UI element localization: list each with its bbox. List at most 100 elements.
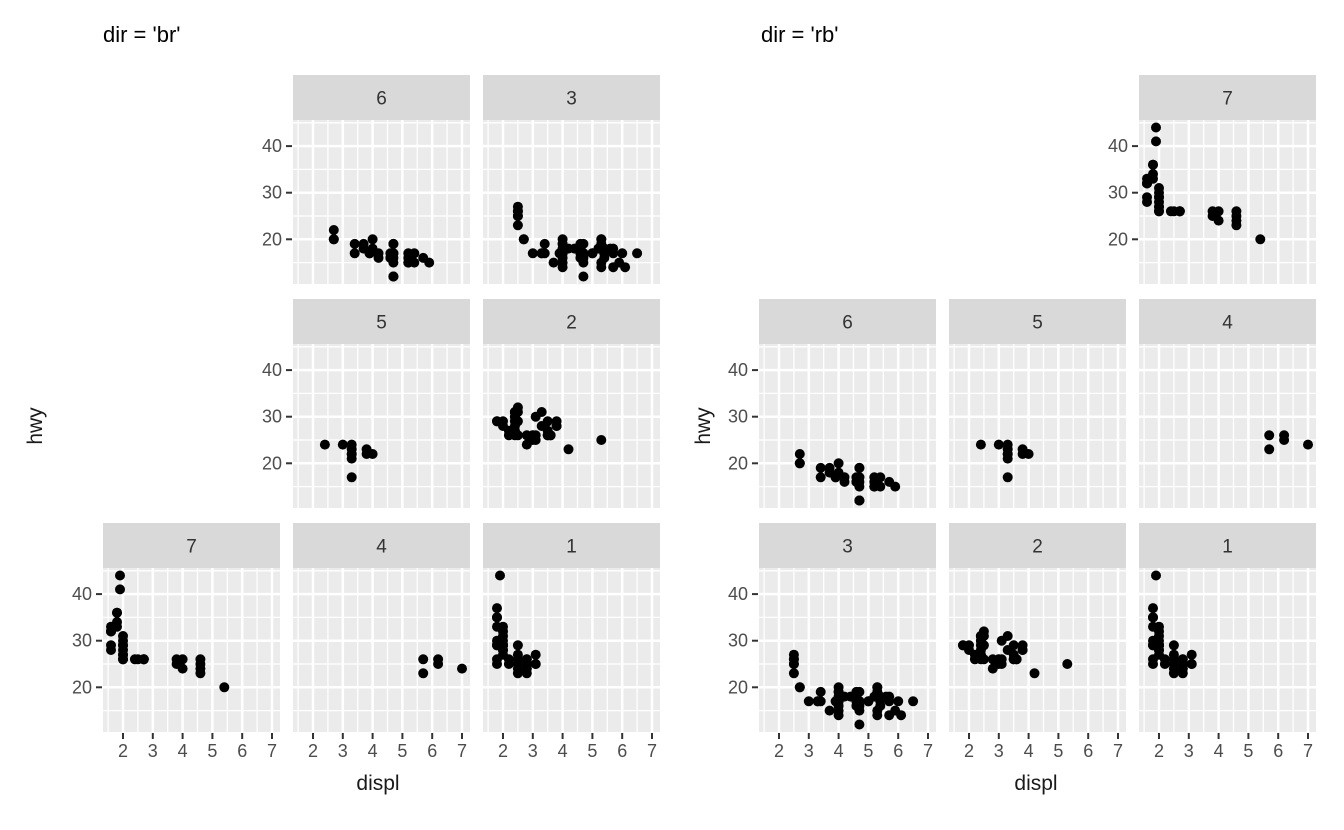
data-point xyxy=(1151,136,1161,147)
data-point xyxy=(557,243,568,254)
data-point xyxy=(854,705,865,716)
data-point xyxy=(498,626,508,637)
facet-panel-7: 7 xyxy=(1139,75,1316,284)
x-tick-label: 6 xyxy=(427,741,437,761)
data-point xyxy=(118,631,128,641)
data-point xyxy=(509,421,520,431)
data-point xyxy=(1148,159,1158,170)
data-point xyxy=(177,663,188,674)
panel-background xyxy=(949,344,1126,508)
x-tick-label: 4 xyxy=(558,741,568,761)
x-tick-label: 4 xyxy=(1214,741,1224,761)
x-tick-label: 3 xyxy=(994,741,1004,761)
data-point xyxy=(495,570,505,581)
data-point xyxy=(833,682,844,693)
grid-major xyxy=(1139,120,1316,284)
x-tick-label: 2 xyxy=(118,741,128,761)
facet-strip-label: 3 xyxy=(566,89,577,110)
data-point xyxy=(346,444,357,455)
panel-background xyxy=(759,568,936,732)
data-point xyxy=(539,238,550,249)
facet-strip xyxy=(949,299,1126,344)
data-point xyxy=(815,472,826,483)
data-point xyxy=(1177,668,1188,679)
facet-panel-6: 6 xyxy=(759,299,936,508)
data-point xyxy=(349,248,360,259)
data-point xyxy=(530,659,541,669)
data-point xyxy=(512,430,523,441)
panel-background xyxy=(293,568,470,732)
facet-panel-4: 4 xyxy=(293,523,470,732)
data-point xyxy=(978,654,989,665)
data-point xyxy=(833,705,844,716)
data-point xyxy=(319,439,330,450)
data-point xyxy=(521,668,532,679)
data-point xyxy=(815,696,826,707)
data-point xyxy=(433,659,444,669)
facet-panel-3: 3 xyxy=(759,523,936,732)
data-point xyxy=(875,472,886,483)
x-tick-label: 7 xyxy=(1113,741,1123,761)
data-point xyxy=(1264,444,1275,455)
data-point xyxy=(854,495,865,506)
data-point xyxy=(975,631,986,641)
data-point xyxy=(1168,206,1179,217)
y-tick-label: 20 xyxy=(728,453,748,473)
data-point xyxy=(851,686,862,697)
x-tick-label: 2 xyxy=(1154,741,1164,761)
data-point xyxy=(492,603,502,614)
data-point xyxy=(1168,668,1179,679)
plot-title: dir = 'br' xyxy=(103,22,181,47)
data-point xyxy=(975,439,986,450)
data-point xyxy=(548,257,559,268)
data-point xyxy=(854,719,865,730)
data-point xyxy=(1154,183,1164,193)
y-axis: 20 30 40 xyxy=(728,360,758,473)
facet-strip xyxy=(759,523,936,568)
data-point xyxy=(851,472,862,483)
facet-strip xyxy=(483,299,660,344)
data-point xyxy=(975,645,986,655)
data-point xyxy=(518,234,529,245)
data-point xyxy=(418,668,429,679)
facet-panel-3: 3 xyxy=(483,75,660,284)
data-point xyxy=(608,243,619,254)
facet-panel-1: 1 xyxy=(1139,523,1316,732)
data-point xyxy=(1002,472,1013,483)
points xyxy=(328,225,435,282)
data-point xyxy=(539,248,550,259)
facet-strip xyxy=(483,75,660,120)
data-point xyxy=(1154,640,1164,651)
y-tick-label: 40 xyxy=(72,584,92,604)
facet-panel-4: 4 xyxy=(1139,299,1316,508)
points xyxy=(492,570,541,679)
data-point xyxy=(1148,173,1158,184)
data-point xyxy=(1231,206,1242,217)
x-tick-label: 2 xyxy=(498,741,508,761)
data-point xyxy=(115,584,125,595)
facet-strip xyxy=(1139,523,1316,568)
data-point xyxy=(503,659,514,669)
data-point xyxy=(875,481,886,492)
points xyxy=(1142,122,1266,245)
data-point xyxy=(424,257,435,268)
data-point xyxy=(1186,649,1197,660)
data-point xyxy=(1159,659,1170,669)
data-point xyxy=(596,435,607,445)
x-tick-label: 5 xyxy=(863,741,873,761)
data-point xyxy=(132,654,143,665)
y-tick-label: 30 xyxy=(728,407,748,427)
facet-panel-6: 6 xyxy=(293,75,470,284)
data-point xyxy=(367,449,378,459)
y-tick-label: 40 xyxy=(728,584,748,604)
data-point xyxy=(1213,215,1224,226)
data-point xyxy=(1148,659,1158,669)
data-point xyxy=(1154,626,1164,637)
data-point xyxy=(328,225,339,235)
data-point xyxy=(854,696,865,707)
facet-strip-label: 5 xyxy=(1032,313,1043,334)
data-point xyxy=(346,472,357,483)
data-point xyxy=(815,462,826,473)
data-point xyxy=(457,663,467,674)
